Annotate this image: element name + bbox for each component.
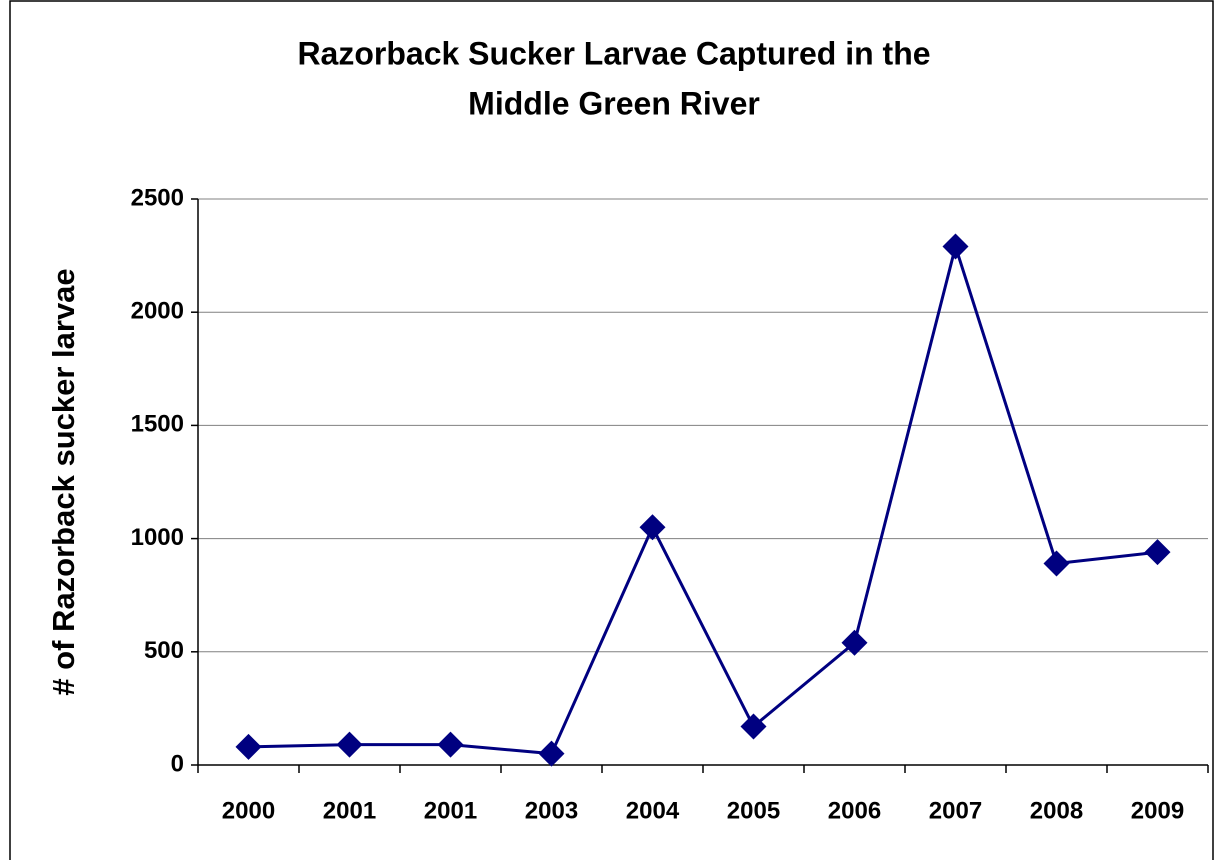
y-tick-label: 0 [171,750,184,777]
x-tick-label: 2003 [525,797,578,824]
x-tick-label: 2001 [323,797,376,824]
y-tick-label: 1500 [131,411,184,438]
series-line [248,241,1158,756]
chart-title: Middle Green River [468,85,760,121]
data-point [235,733,262,760]
data-point [437,731,464,758]
x-tick-label: 2004 [626,797,680,824]
x-tick-label: 2001 [424,797,477,824]
data-point [1144,539,1171,566]
data-point [639,514,666,541]
x-tick-label: 2005 [727,797,780,824]
y-tick-label: 2000 [131,298,184,325]
x-tick-label: 2009 [1131,797,1184,824]
x-tick-label: 2008 [1030,797,1083,824]
data-point [942,233,969,260]
chart-frame [9,0,1214,860]
x-tick-label: 2006 [828,797,881,824]
data-point [538,740,565,767]
data-point [1043,550,1070,577]
data-point [336,731,363,758]
data-point [740,713,767,740]
chart-title: Razorback Sucker Larvae Captured in the [297,35,930,71]
x-tick-label: 2007 [929,797,982,824]
y-axis-label: # of Razorback sucker larvae [46,268,81,695]
y-tick-label: 500 [144,637,184,664]
y-tick-label: 2500 [131,184,184,211]
x-tick-label: 2000 [222,797,275,824]
data-point [841,629,868,656]
y-tick-label: 1000 [131,524,184,551]
